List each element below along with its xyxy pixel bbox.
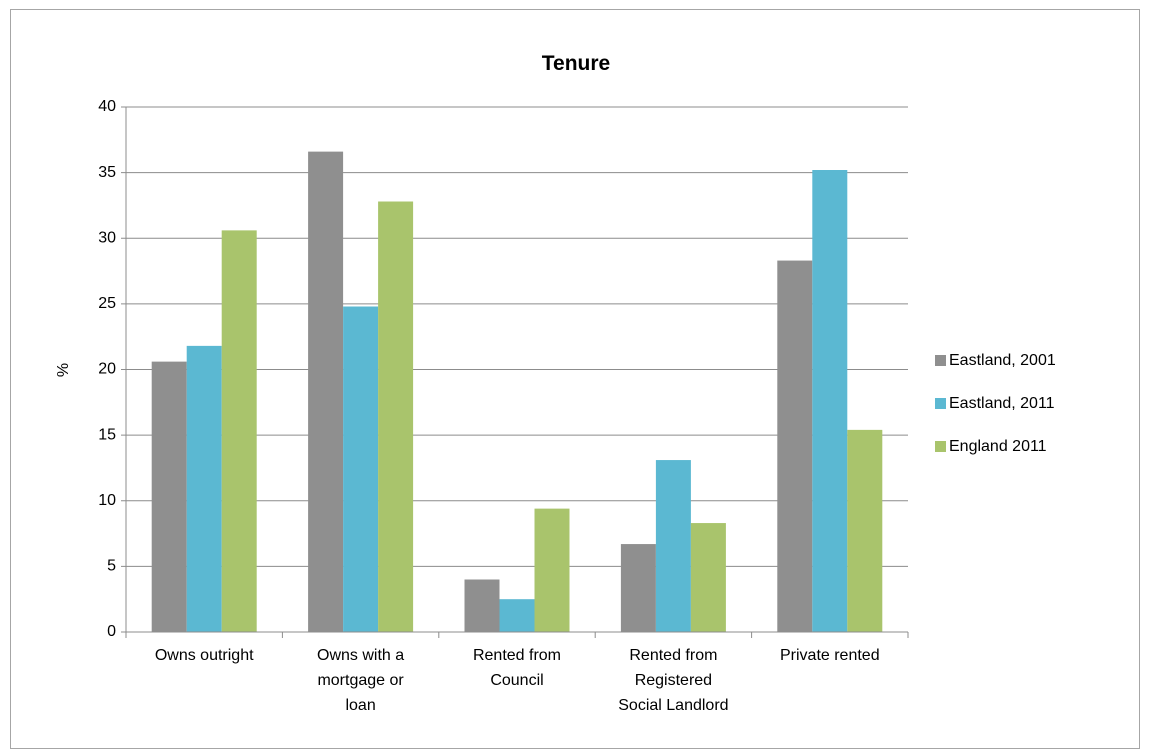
legend-swatch: [935, 355, 946, 366]
tenure-bar-chart: 0 5 10 15 20 25 30 35 40 Owns outright Owns with a…: [55, 52, 1056, 714]
x-tick-label: Social Landlord: [618, 697, 728, 714]
legend-label: Eastland, 2001: [949, 352, 1056, 369]
y-tick-label: 10: [98, 492, 116, 509]
y-axis-label: %: [55, 363, 72, 377]
y-tick-label: 40: [98, 98, 116, 115]
x-tick-label: Council: [490, 672, 543, 689]
bar: [620, 544, 656, 632]
bar: [499, 599, 535, 632]
y-tick-label: 30: [98, 229, 116, 246]
bar: [308, 151, 344, 632]
bar: [534, 508, 570, 632]
legend: Eastland, 2001 Eastland, 2011 England 2011: [935, 352, 1056, 455]
chart-title: Tenure: [542, 52, 610, 75]
bar: [378, 201, 414, 632]
axis-labels: 0 5 10 15 20 25 30 35 40 Owns outright Owns with a…: [98, 98, 879, 714]
bar: [343, 306, 379, 632]
y-tick-label: 15: [98, 426, 116, 443]
bar: [847, 429, 883, 632]
bar: [464, 579, 500, 632]
legend-swatch: [935, 441, 946, 452]
bar: [151, 361, 187, 632]
bar: [221, 230, 257, 632]
x-tick-label: Owns with a: [317, 647, 404, 664]
axes: [121, 106, 909, 638]
y-tick-label: 0: [107, 623, 116, 640]
bar: [655, 460, 691, 632]
legend-label: Eastland, 2011: [949, 395, 1055, 412]
legend-label: England 2011: [949, 438, 1047, 455]
bars: [151, 151, 883, 632]
y-tick-label: 25: [98, 295, 116, 312]
y-tick-label: 35: [98, 164, 116, 181]
x-tick-label: Private rented: [780, 647, 880, 664]
x-tick-label: Registered: [635, 672, 712, 689]
legend-swatch: [935, 398, 946, 409]
x-tick-label: Rented from: [473, 647, 561, 664]
x-tick-label: Owns outright: [155, 647, 254, 664]
y-tick-label: 5: [107, 558, 116, 575]
bar: [812, 170, 848, 632]
bar: [690, 523, 726, 632]
bar: [186, 345, 222, 632]
x-tick-label: mortgage or: [317, 672, 404, 689]
x-tick-label: Rented from: [629, 647, 717, 664]
bar: [777, 260, 813, 632]
y-tick-label: 20: [98, 361, 116, 378]
x-tick-label: loan: [345, 697, 375, 714]
chart-area: 0 5 10 15 20 25 30 35 40 Owns outright Owns with a…: [10, 9, 1140, 749]
